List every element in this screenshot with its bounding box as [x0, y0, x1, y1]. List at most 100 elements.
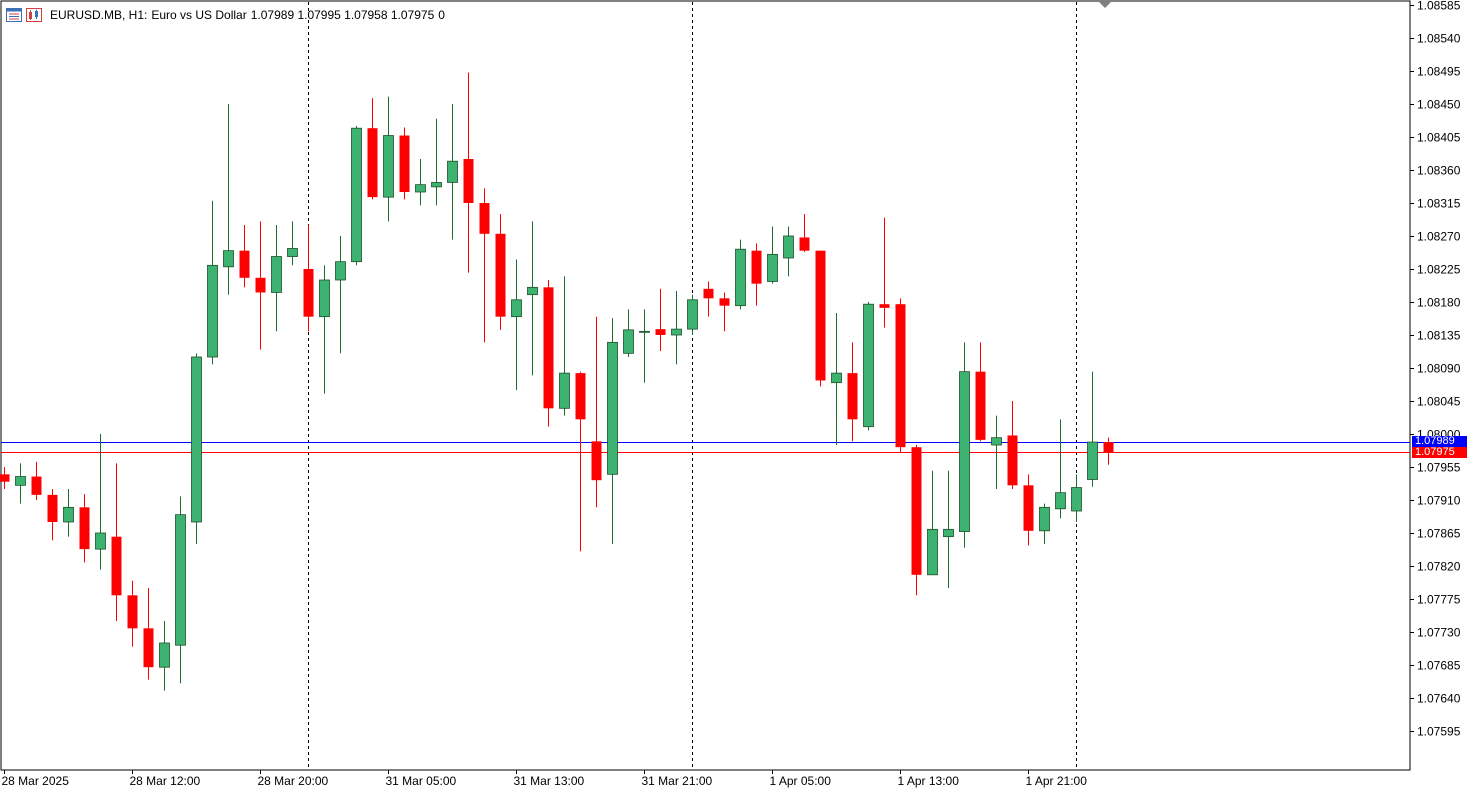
candle-body-bull [927, 528, 938, 576]
candle[interactable] [895, 298, 906, 453]
candle[interactable] [1055, 419, 1066, 519]
day-separators [308, 2, 1077, 770]
price-tick-label: 1.07955 [1417, 461, 1461, 475]
ask-price-tag: 1.07989 [1412, 436, 1467, 448]
candle[interactable] [799, 213, 810, 253]
price-tick-label: 1.07595 [1417, 725, 1461, 739]
candle-body-bear [543, 287, 554, 409]
candle[interactable] [927, 470, 938, 576]
candle[interactable] [143, 587, 154, 680]
time-axis[interactable]: 28 Mar 2025 28 Mar 12:00 28 Mar 20:00 31 Ma… [2, 770, 1088, 788]
candle-body-bear [1023, 485, 1034, 531]
symbol-chart-icon[interactable] [26, 8, 42, 22]
candle[interactable] [703, 281, 714, 317]
candle[interactable] [495, 213, 506, 330]
candle[interactable] [815, 250, 826, 387]
candle[interactable] [847, 342, 858, 442]
time-tick-label: 28 Mar 12:00 [130, 774, 201, 788]
candle[interactable] [863, 301, 874, 431]
candle[interactable] [1023, 474, 1034, 546]
candle[interactable] [959, 342, 970, 548]
candle[interactable] [95, 433, 106, 570]
candle[interactable] [319, 265, 330, 394]
shift-marker-icon[interactable] [1099, 2, 1111, 8]
candle[interactable] [607, 318, 618, 544]
price-axis[interactable]: 1.08585 1.08540 1.08495 1.08450 1.08405 1.083… [1410, 0, 1461, 739]
candle[interactable] [975, 342, 986, 442]
candle[interactable] [831, 312, 842, 445]
candles[interactable] [0, 72, 1114, 691]
candle[interactable] [735, 239, 746, 310]
candle-body-bear [895, 304, 906, 448]
candle[interactable] [783, 226, 794, 277]
candle[interactable] [991, 415, 1002, 489]
candle-body-bull [335, 261, 346, 281]
time-tick-label: 31 Mar 05:00 [386, 774, 457, 788]
price-tick-label: 1.08135 [1417, 329, 1461, 343]
candle[interactable] [159, 620, 170, 691]
candle[interactable] [767, 226, 778, 284]
candle[interactable] [575, 371, 586, 552]
candle[interactable] [271, 224, 282, 332]
candle[interactable] [207, 200, 218, 365]
candle[interactable] [175, 496, 186, 684]
candle-body-bull [351, 127, 362, 263]
candle[interactable] [543, 279, 554, 427]
candle-body-bull [607, 341, 618, 475]
candle[interactable] [591, 316, 602, 508]
candle[interactable] [415, 158, 426, 206]
candle[interactable] [1071, 474, 1082, 522]
candle[interactable] [63, 488, 74, 537]
candle[interactable] [479, 188, 490, 343]
candle[interactable] [335, 235, 346, 354]
candle[interactable] [1039, 503, 1050, 544]
candle[interactable] [287, 221, 298, 266]
candle[interactable] [911, 444, 922, 596]
candle[interactable] [31, 461, 42, 500]
candle[interactable] [399, 127, 410, 200]
candle[interactable] [719, 292, 730, 332]
candle[interactable] [879, 217, 890, 328]
candle[interactable] [351, 125, 362, 266]
candle-body-bull [383, 135, 394, 198]
candle[interactable] [671, 290, 682, 365]
candle[interactable] [623, 309, 634, 357]
candle[interactable] [1087, 371, 1098, 487]
candle[interactable] [1103, 437, 1114, 465]
candle-body-bull [511, 299, 522, 318]
candle[interactable] [463, 72, 474, 273]
candle[interactable] [383, 96, 394, 222]
candle[interactable] [111, 463, 122, 621]
candle[interactable] [559, 276, 570, 416]
candle[interactable] [367, 98, 378, 200]
candle[interactable] [303, 224, 314, 332]
price-tick-label: 1.07820 [1417, 560, 1461, 574]
candle[interactable] [431, 118, 442, 206]
chart-window-icon[interactable] [6, 8, 22, 22]
candle-body-bear [703, 288, 714, 299]
candle[interactable] [239, 224, 250, 288]
candle[interactable] [0, 466, 10, 489]
candle[interactable] [751, 243, 762, 306]
candle[interactable] [255, 221, 266, 350]
candle[interactable] [687, 294, 698, 335]
candle[interactable] [943, 470, 954, 588]
candle[interactable] [47, 488, 58, 541]
candle[interactable] [15, 463, 26, 504]
candle[interactable] [1007, 400, 1018, 489]
candle-body-bull [207, 264, 218, 358]
candle[interactable] [127, 580, 138, 647]
candle[interactable] [191, 353, 202, 544]
candle[interactable] [79, 494, 90, 563]
candle-body-bull [319, 279, 330, 318]
time-tick-label: 1 Apr 13:00 [898, 774, 960, 788]
candle[interactable] [527, 221, 538, 376]
candle-body-bear [751, 250, 762, 284]
candle[interactable] [655, 288, 666, 352]
candle[interactable] [447, 103, 458, 240]
candle[interactable] [511, 259, 522, 390]
candle[interactable] [639, 309, 650, 383]
time-tick-label: 31 Mar 21:00 [642, 774, 713, 788]
candle[interactable] [223, 103, 234, 295]
